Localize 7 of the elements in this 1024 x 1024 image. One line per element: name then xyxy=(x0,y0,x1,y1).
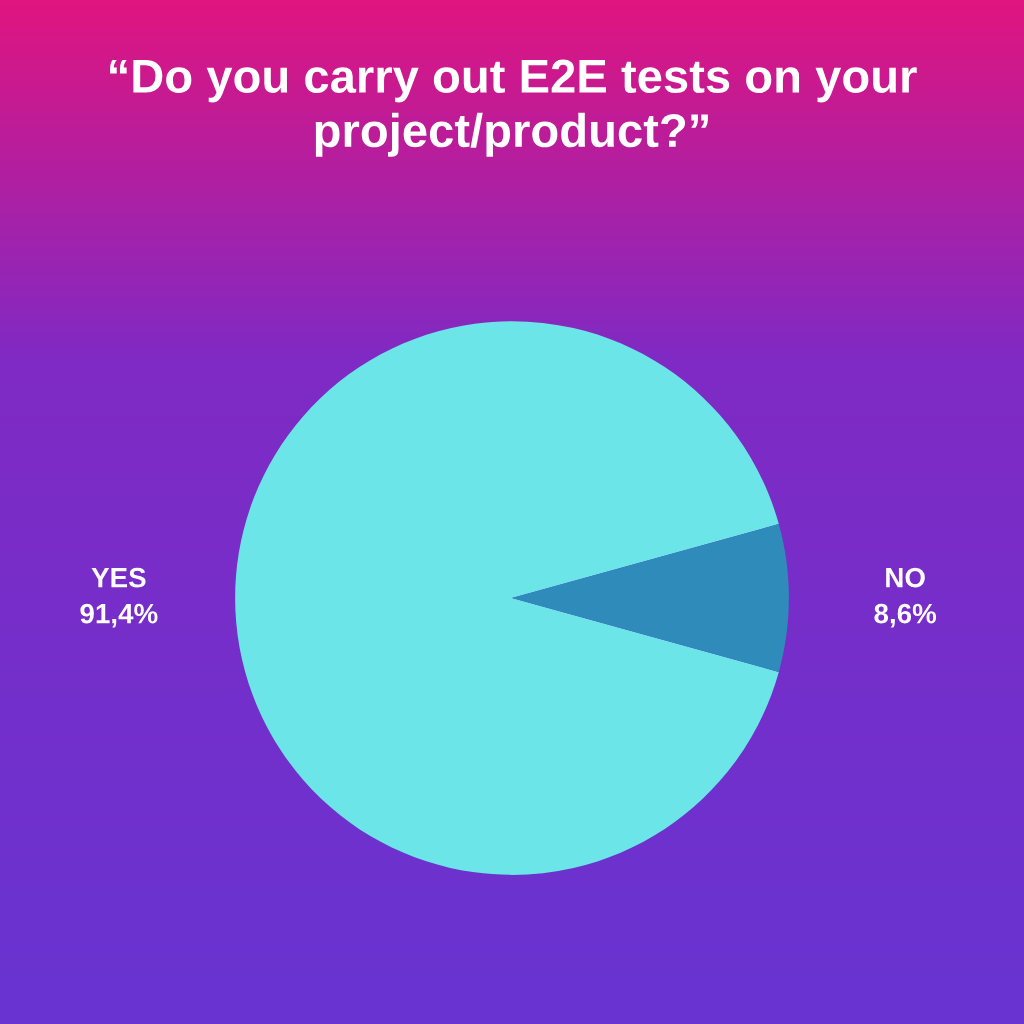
slice-label: YES xyxy=(91,567,146,588)
pie-slice xyxy=(235,321,779,875)
pie-slice xyxy=(512,524,789,672)
data-label: 91,4% xyxy=(80,603,158,628)
data-label: 8,6% xyxy=(874,603,937,628)
chart-title: “Do you carry out E2E tests on your project/product?” xyxy=(110,59,917,157)
slice-label: NO xyxy=(886,567,925,588)
